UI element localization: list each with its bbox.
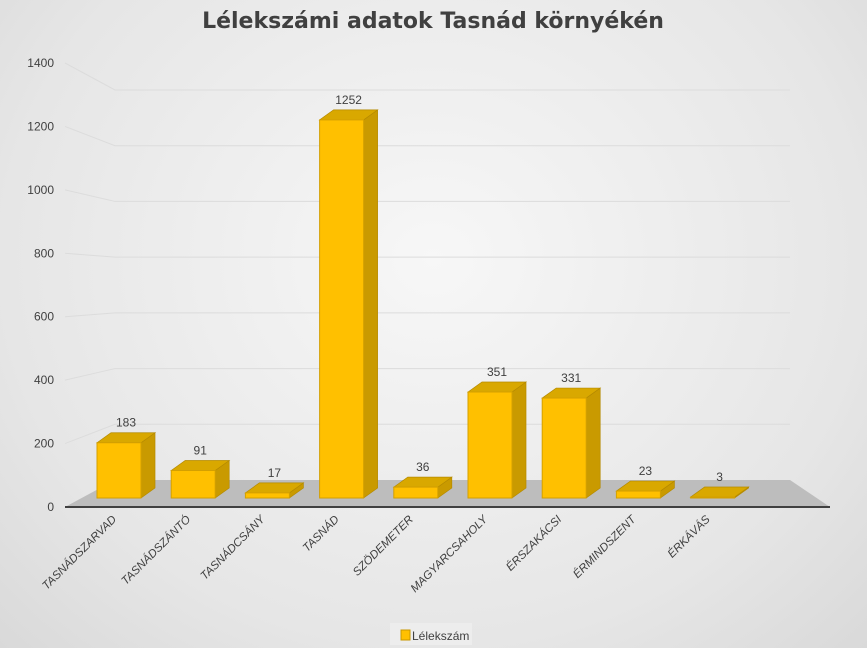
bar-side <box>140 432 156 499</box>
x-tick-label: TASNÁDSZARVAD <box>40 513 119 592</box>
gridline <box>64 252 790 258</box>
bar-front <box>615 490 661 499</box>
x-tick-label: TASNÁDSZÁNTÓ <box>119 513 194 588</box>
bar-front <box>467 391 513 499</box>
x-tick-label: TASNÁDCSÁNY <box>198 512 269 583</box>
x-axis: TASNÁDSZARVAD TASNÁDSZÁNTÓ TASNÁDCSÁNY TASN… <box>40 512 713 595</box>
bar-front <box>244 492 290 499</box>
data-label: 1252 <box>335 93 362 107</box>
bar-front <box>96 442 142 499</box>
x-tick-label: ÉRMINDSZENT <box>571 512 640 581</box>
data-label: 17 <box>268 466 282 480</box>
bar-side <box>585 387 601 499</box>
legend[interactable]: Lélekszám <box>390 623 472 645</box>
bar-szödemeter[interactable] <box>392 476 453 499</box>
x-tick-label: ÉRKÁVÁS <box>665 513 713 561</box>
data-label: 3 <box>716 470 723 484</box>
legend-label: Lélekszám <box>412 629 469 643</box>
y-tick-label: 400 <box>34 373 54 387</box>
gridline <box>64 368 790 381</box>
bar-side <box>363 109 378 499</box>
bar-front <box>170 470 216 499</box>
x-tick-label: SZÖDEMETER <box>351 514 416 579</box>
x-tick-label: ÉRSZAKÁCSI <box>504 512 565 573</box>
data-label: 23 <box>639 464 653 478</box>
gridline <box>64 189 790 202</box>
y-tick-label: 1000 <box>27 183 54 197</box>
bar-tasnád[interactable] <box>318 109 379 499</box>
data-label: 91 <box>194 444 208 458</box>
y-tick-label: 600 <box>34 310 54 324</box>
y-tick-label: 1400 <box>27 56 54 70</box>
bar-tasnádszántó[interactable] <box>170 459 231 499</box>
gridline <box>64 62 790 91</box>
bar-magyarcsaholy[interactable] <box>466 381 528 499</box>
bar-front <box>393 486 439 499</box>
bar-érkávás[interactable] <box>689 486 750 499</box>
bar-érszakácsi[interactable] <box>541 387 602 499</box>
bar-érmindszent[interactable] <box>615 480 676 499</box>
data-label: 183 <box>116 416 136 430</box>
data-label: 36 <box>416 460 430 474</box>
data-label: 351 <box>487 365 507 379</box>
legend-swatch <box>400 629 411 641</box>
gridline <box>64 423 790 445</box>
y-tick-label: 800 <box>34 246 54 260</box>
data-label: 331 <box>561 371 581 385</box>
bar-front <box>319 119 365 499</box>
y-tick-label: 1200 <box>27 119 54 133</box>
bars: 183 91 17 1252 36 351 331 23 3 <box>95 93 750 499</box>
gridline <box>64 312 790 318</box>
bar-side <box>511 381 527 499</box>
y-tick-label: 0 <box>47 500 54 514</box>
y-axis: 0 200 400 600 800 1000 1200 1400 <box>27 56 54 514</box>
chart-title: Lélekszámi adatok Tasnád környékén <box>202 9 664 34</box>
bar-tasnádcsány[interactable] <box>244 482 305 499</box>
gridline <box>64 125 790 147</box>
gridlines <box>64 62 790 445</box>
bar-front <box>690 496 736 499</box>
y-tick-label: 200 <box>34 437 54 451</box>
bar-front <box>541 397 587 499</box>
x-tick-label: TASNÁD <box>300 513 342 555</box>
bar-tasnádszarvad[interactable] <box>95 432 157 499</box>
x-tick-label: MAGYARCSAHOLY <box>409 513 491 595</box>
